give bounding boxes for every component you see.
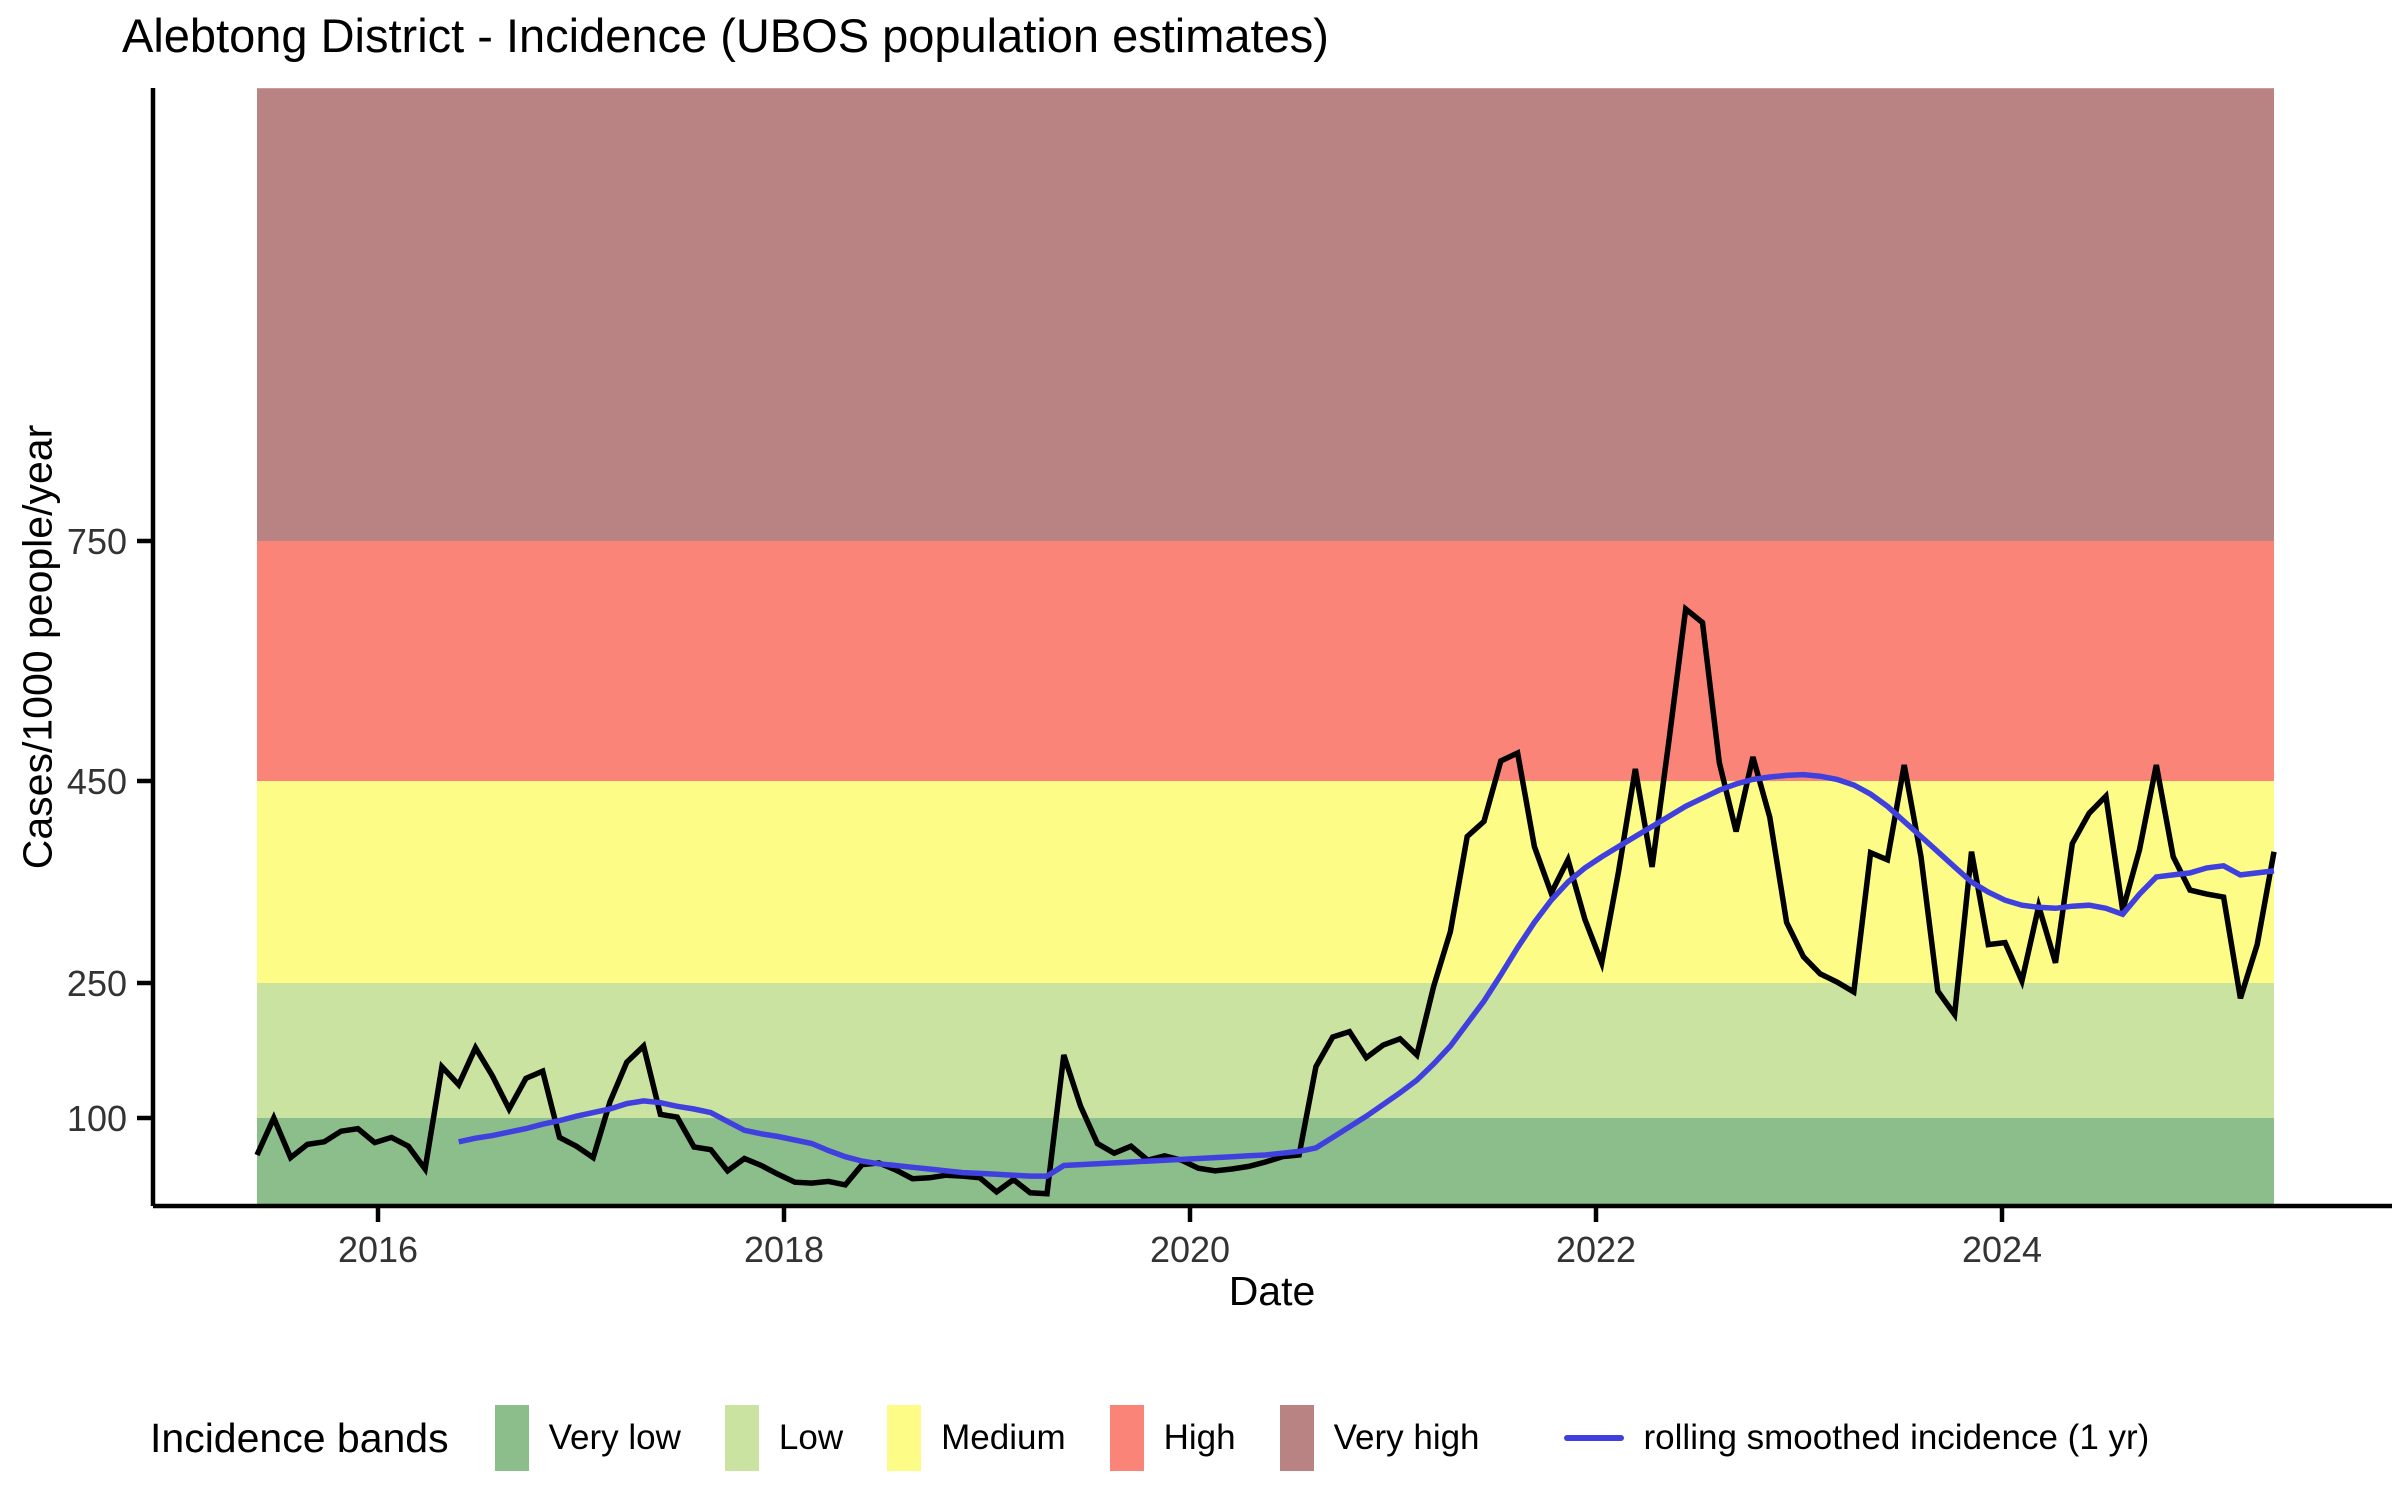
legend-item-medium: Medium	[887, 1405, 1066, 1471]
legend-swatch-very-high	[1279, 1405, 1314, 1471]
band-very-high	[257, 88, 2274, 541]
legend-item-high: High	[1109, 1405, 1236, 1471]
legend-label: Medium	[941, 1418, 1066, 1457]
legend-label: High	[1163, 1418, 1236, 1457]
y-tick-label: 250	[67, 963, 127, 1004]
legend-item-smoothed-line: rolling smoothed incidence (1 yr)	[1563, 1418, 2150, 1458]
legend-swatch-high	[1109, 1405, 1144, 1471]
chart-title: Alebtong District - Incidence (UBOS popu…	[122, 9, 1329, 62]
axis-lines	[150, 88, 2392, 1209]
legend-label: rolling smoothed incidence (1 yr)	[1643, 1418, 2150, 1457]
legend-title: Incidence bands	[150, 1414, 449, 1461]
y-tick-label: 100	[67, 1098, 127, 1139]
band-medium	[257, 781, 2274, 983]
legend-items: Very low Low Medium High Very high rolling sm…	[494, 1405, 2150, 1471]
x-axis-title: Date	[1228, 1268, 1316, 1314]
y-axis-title: Cases/1000 people/year	[14, 424, 61, 870]
x-tick-label: 2018	[744, 1229, 824, 1270]
y-tick-label: 750	[67, 521, 127, 562]
band-low	[257, 983, 2274, 1118]
band-high	[257, 541, 2274, 781]
legend-label: Low	[778, 1418, 844, 1457]
plot-area: 2016 2018 2020 2022 2024 100 250 450 750	[67, 88, 2392, 1270]
legend-line-key	[1563, 1435, 1624, 1441]
x-tick-label: 2016	[338, 1229, 418, 1270]
legend-label: Very low	[548, 1418, 681, 1457]
x-tick-label: 2020	[1150, 1229, 1230, 1270]
y-tick-label: 450	[67, 761, 127, 802]
legend-item-very-high: Very high	[1279, 1405, 1480, 1471]
incidence-line	[254, 603, 2277, 1197]
smoothed-line	[458, 771, 2275, 1179]
legend: Incidence bands Very low Low Medium High Ver…	[150, 1405, 2395, 1471]
legend-label: Very high	[1333, 1418, 1480, 1457]
legend-swatch-very-low	[494, 1405, 529, 1471]
legend-swatch-low	[724, 1405, 759, 1471]
x-tick-label: 2022	[1556, 1229, 1636, 1270]
legend-item-low: Low	[724, 1405, 844, 1471]
legend-item-very-low: Very low	[494, 1405, 681, 1471]
x-tick-label: 2024	[1962, 1229, 2042, 1270]
legend-swatch-medium	[887, 1405, 922, 1471]
